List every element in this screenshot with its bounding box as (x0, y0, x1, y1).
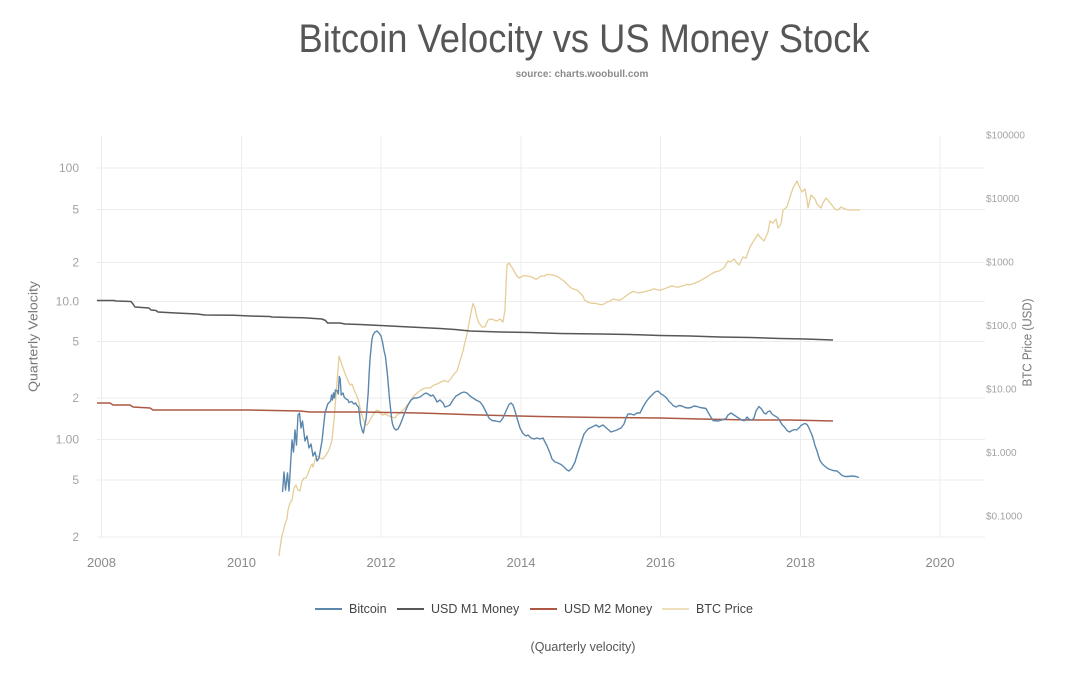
svg-text:$0.1000: $0.1000 (986, 512, 1023, 523)
svg-text:$100000: $100000 (986, 131, 1025, 142)
svg-text:USD M2 Money: USD M2 Money (564, 602, 653, 616)
svg-text:5: 5 (72, 203, 79, 217)
svg-text:Quarterly Velocity: Quarterly Velocity (27, 280, 41, 392)
svg-text:2020: 2020 (926, 555, 955, 570)
svg-text:2: 2 (72, 256, 79, 270)
svg-text:Bitcoin Velocity vs US Money S: Bitcoin Velocity vs US Money Stock (299, 17, 871, 61)
svg-text:2: 2 (72, 391, 79, 405)
svg-text:1.00: 1.00 (56, 433, 80, 447)
svg-text:2016: 2016 (646, 555, 675, 570)
svg-text:$10.00: $10.00 (986, 385, 1017, 396)
svg-text:2018: 2018 (786, 555, 815, 570)
svg-text:$10000: $10000 (986, 194, 1020, 205)
svg-text:5: 5 (72, 335, 79, 349)
svg-text:5: 5 (72, 473, 79, 487)
svg-text:2010: 2010 (227, 555, 256, 570)
svg-text:(Quarterly velocity): (Quarterly velocity) (531, 640, 636, 654)
svg-text:$1000: $1000 (986, 258, 1014, 269)
svg-text:100: 100 (59, 161, 79, 175)
svg-text:source: charts.woobull.com: source: charts.woobull.com (516, 69, 649, 80)
svg-text:BTC Price: BTC Price (696, 602, 753, 616)
svg-text:2014: 2014 (507, 555, 536, 570)
svg-text:10.0: 10.0 (56, 295, 80, 309)
svg-text:BTC Price (USD): BTC Price (USD) (1021, 299, 1035, 387)
svg-text:2008: 2008 (87, 555, 116, 570)
svg-text:Bitcoin: Bitcoin (349, 602, 387, 616)
svg-text:$100.0: $100.0 (986, 321, 1017, 332)
svg-text:$1.000: $1.000 (986, 448, 1017, 459)
svg-text:2: 2 (72, 530, 79, 544)
svg-text:USD M1 Money: USD M1 Money (431, 602, 520, 616)
svg-text:2012: 2012 (367, 555, 396, 570)
